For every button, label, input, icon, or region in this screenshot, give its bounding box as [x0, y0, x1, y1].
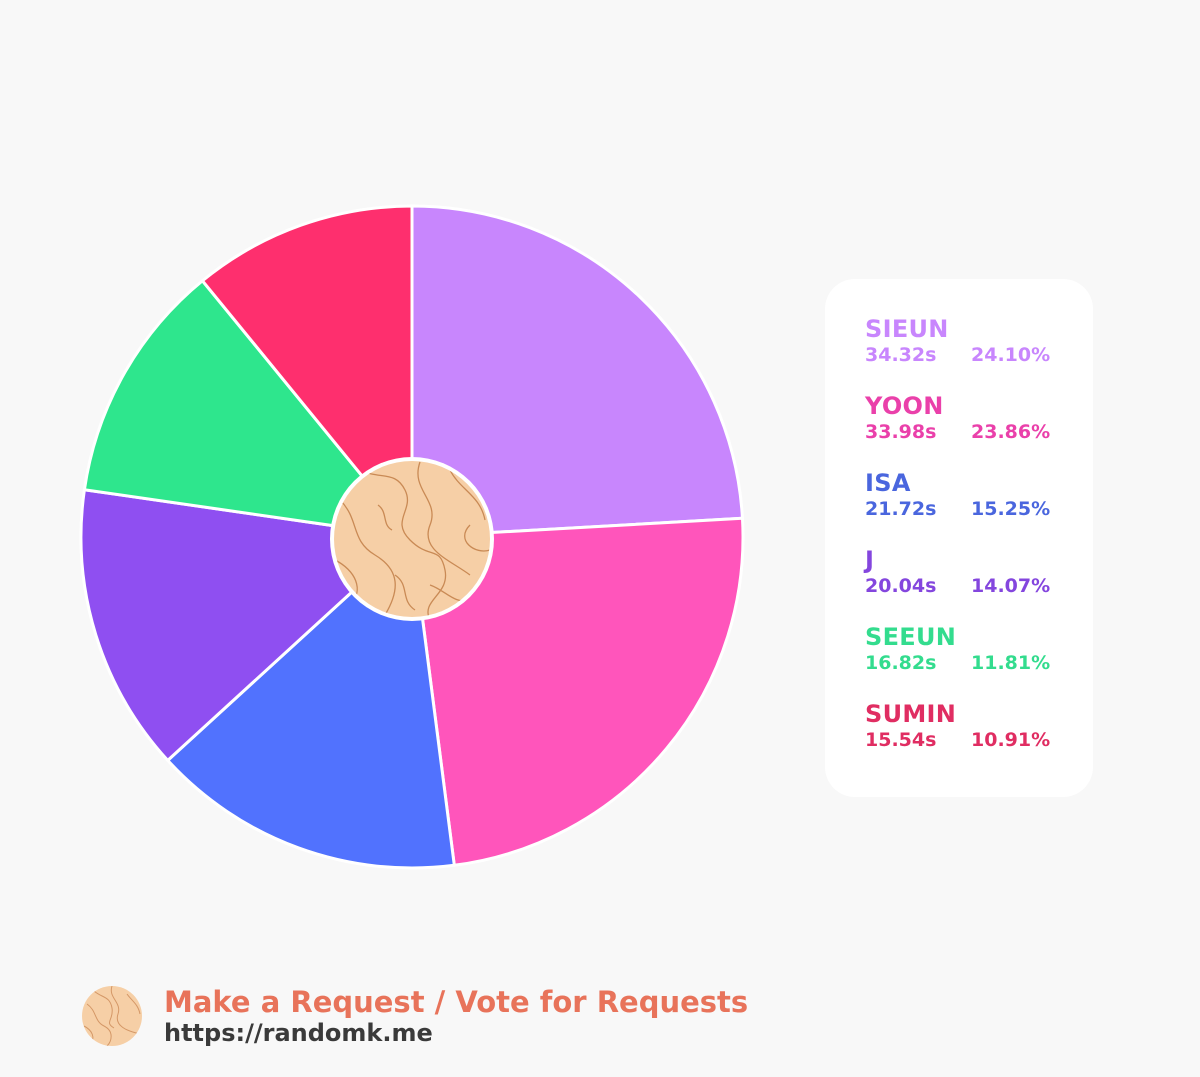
map-pattern-icon	[82, 986, 142, 1046]
legend-seconds: 21.72s	[865, 498, 937, 520]
legend-seconds: 15.54s	[865, 729, 937, 751]
legend-item-sieun: SIEUN 34.32s 24.10%	[865, 315, 1093, 392]
legend-item-sumin: SUMIN 15.54s 10.91%	[865, 700, 1093, 777]
legend-seconds: 20.04s	[865, 575, 937, 597]
legend-name: SEEUN	[865, 623, 957, 651]
legend-seconds: 16.82s	[865, 652, 937, 674]
legend-name: SIEUN	[865, 315, 949, 343]
legend-values: 16.82s 11.81%	[865, 652, 1093, 674]
center-map-icon	[330, 457, 494, 621]
legend-percent: 11.81%	[971, 652, 1051, 674]
legend-item-yoon: YOON 33.98s 23.86%	[865, 392, 1093, 469]
pie-slice-yoon	[410, 516, 745, 867]
legend-item-seeun: SEEUN 16.82s 11.81%	[865, 623, 1093, 700]
pie-slice-sumin	[200, 204, 414, 539]
legend-name: ISA	[865, 469, 911, 497]
legend-percent: 10.91%	[971, 729, 1051, 751]
legend-panel: SIEUN 34.32s 24.10% YOON 33.98s 23.86% ISA 21.7…	[825, 279, 1093, 797]
footer-request-link[interactable]: Make a Request / Vote for Requests	[164, 985, 749, 1019]
legend-percent: 14.07%	[971, 575, 1051, 597]
legend-values: 20.04s 14.07%	[865, 575, 1093, 597]
legend-percent: 24.10%	[971, 344, 1051, 366]
footer: Make a Request / Vote for Requests https…	[82, 986, 982, 1048]
legend-item-j: J 20.04s 14.07%	[865, 546, 1093, 623]
pie-slice-seeun	[82, 279, 414, 539]
legend-seconds: 33.98s	[865, 421, 937, 443]
legend-values: 15.54s 10.91%	[865, 729, 1093, 751]
legend-percent: 15.25%	[971, 498, 1051, 520]
legend-values: 34.32s 24.10%	[865, 344, 1093, 366]
pie-slice-isa	[166, 535, 456, 870]
legend-values: 21.72s 15.25%	[865, 498, 1093, 520]
pie-slice-sieun	[410, 204, 744, 539]
legend-values: 33.98s 23.86%	[865, 421, 1093, 443]
pie-slice-j	[79, 488, 414, 762]
legend-name: YOON	[865, 392, 944, 420]
legend-seconds: 34.32s	[865, 344, 937, 366]
legend-percent: 23.86%	[971, 421, 1051, 443]
footer-url-link[interactable]: https://randomk.me	[164, 1019, 433, 1047]
legend-name: SUMIN	[865, 700, 957, 728]
legend-item-isa: ISA 21.72s 15.25%	[865, 469, 1093, 546]
pie-slices	[79, 204, 745, 870]
legend-name: J	[865, 546, 875, 574]
